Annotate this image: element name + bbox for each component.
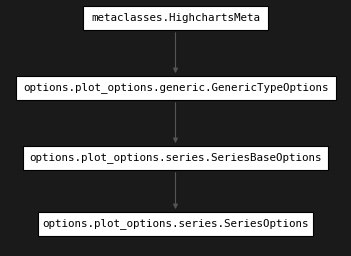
FancyBboxPatch shape (38, 212, 313, 236)
FancyBboxPatch shape (83, 6, 268, 30)
Text: options.plot_options.generic.GenericTypeOptions: options.plot_options.generic.GenericType… (23, 82, 328, 93)
Text: options.plot_options.series.SeriesOptions: options.plot_options.series.SeriesOption… (42, 219, 309, 229)
FancyBboxPatch shape (23, 146, 328, 170)
FancyBboxPatch shape (15, 76, 336, 100)
Text: metaclasses.HighchartsMeta: metaclasses.HighchartsMeta (91, 13, 260, 23)
Text: options.plot_options.series.SeriesBaseOptions: options.plot_options.series.SeriesBaseOp… (29, 153, 322, 163)
